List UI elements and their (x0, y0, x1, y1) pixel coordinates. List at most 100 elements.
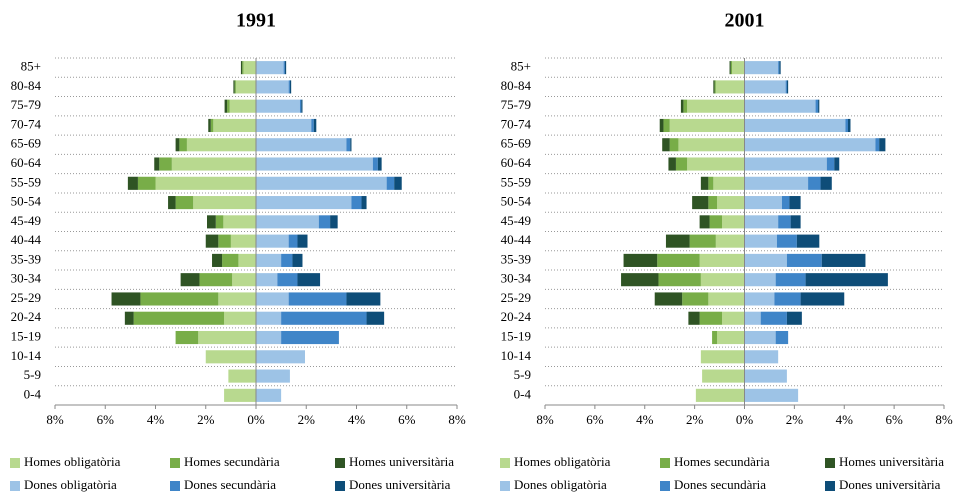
bar-segment (732, 61, 745, 75)
bar-segment (346, 292, 381, 306)
x-tick-label: 2% (686, 412, 704, 427)
bar-segment (715, 234, 745, 248)
bar-segment (232, 273, 256, 287)
bar-segment (708, 292, 745, 306)
bar-segment (744, 80, 786, 94)
x-tick-label: 6% (586, 412, 604, 427)
x-tick-label: 6% (97, 412, 115, 427)
bar-segment (657, 253, 700, 267)
legend-label: Dones secundària (674, 477, 766, 492)
bar-segment (781, 196, 790, 210)
legend-swatch (335, 481, 345, 491)
bar-segment (289, 80, 292, 94)
bar-segment (227, 99, 230, 113)
bar-segment (722, 311, 745, 325)
y-tick-label: 5-9 (24, 367, 41, 382)
bar-segment (678, 138, 745, 152)
bar-segment (297, 234, 308, 248)
legend-swatch (170, 458, 180, 468)
y-tick-label: 40-44 (501, 232, 532, 247)
bar-segment (778, 215, 791, 229)
bar-segment (386, 176, 395, 190)
x-tick-label: 2% (197, 412, 215, 427)
y-tick-label: 60-64 (11, 155, 42, 170)
bar-segment (820, 176, 832, 190)
legend-swatch (825, 458, 835, 468)
bar-segment (659, 118, 664, 133)
bar-segment (256, 350, 305, 364)
bar-segment (699, 311, 723, 325)
bar-segment (208, 118, 211, 133)
legend-swatch (825, 481, 835, 491)
bar-segment (199, 273, 233, 287)
bar-segment (702, 369, 745, 383)
bar-segment (658, 273, 701, 287)
bar-segment (180, 273, 200, 287)
y-tick-label: 35-39 (501, 251, 531, 266)
bar-segment (179, 138, 187, 152)
bar-segment (744, 118, 846, 133)
x-tick-label: 8% (536, 412, 554, 427)
bar-segment (292, 253, 303, 267)
y-tick-label: 15-19 (11, 329, 41, 344)
legend-label: Homes universitària (839, 454, 944, 469)
x-tick-label: 6% (885, 412, 903, 427)
bar-segment (229, 99, 256, 113)
legend-label: Dones universitària (839, 477, 941, 492)
bar-segment (800, 292, 845, 306)
bar-segment (210, 118, 214, 133)
y-tick-label: 25-29 (501, 290, 531, 305)
bar-segment (665, 234, 690, 248)
bar-segment (186, 138, 256, 152)
bar-segment (256, 369, 290, 383)
y-tick-label: 50-54 (501, 194, 532, 209)
bar-segment (256, 157, 373, 171)
y-tick-label: 0-4 (514, 386, 532, 401)
x-tick-label: 4% (348, 412, 366, 427)
bar-segment (283, 61, 285, 75)
bar-segment (744, 388, 799, 402)
bar-segment (744, 138, 876, 152)
bar-segment (175, 196, 194, 210)
bar-segment (744, 273, 776, 287)
bar-segment (171, 157, 256, 171)
y-tick-label: 30-34 (11, 271, 42, 286)
x-tick-label: 2% (786, 412, 804, 427)
bar-segment (240, 61, 243, 75)
bar-segment (256, 176, 387, 190)
bar-segment (744, 157, 827, 171)
bar-segment (159, 157, 172, 171)
bar-segment (297, 273, 321, 287)
bar-segment (256, 118, 312, 133)
bar-segment (662, 138, 670, 152)
bar-segment (692, 196, 709, 210)
y-tick-label: 45-49 (501, 213, 531, 228)
bar-segment (366, 311, 385, 325)
bar-segment (717, 330, 745, 345)
y-tick-label: 80-84 (501, 78, 532, 93)
bar-segment (288, 292, 347, 306)
bar-segment (228, 369, 256, 383)
bar-segment (127, 176, 138, 190)
bar-segment (256, 99, 300, 113)
bar-segment (715, 80, 745, 94)
x-tick-label: 4% (836, 412, 854, 427)
bar-segment (744, 61, 779, 75)
bar-segment (133, 311, 225, 325)
bar-segment (313, 118, 317, 133)
bar-segment (654, 292, 683, 306)
y-tick-label: 85+ (511, 59, 531, 74)
legend-label: Homes obligatòria (24, 454, 121, 469)
bar-segment (744, 350, 779, 364)
bar-segment (712, 330, 718, 345)
y-tick-label: 40-44 (11, 232, 42, 247)
bar-segment (680, 99, 684, 113)
y-tick-label: 55-59 (501, 174, 531, 189)
bar-segment (786, 311, 802, 325)
bar-segment (230, 234, 256, 248)
bar-segment (256, 311, 282, 325)
bar-segment (256, 330, 282, 345)
bar-segment (281, 330, 339, 345)
bar-segment (847, 118, 851, 133)
